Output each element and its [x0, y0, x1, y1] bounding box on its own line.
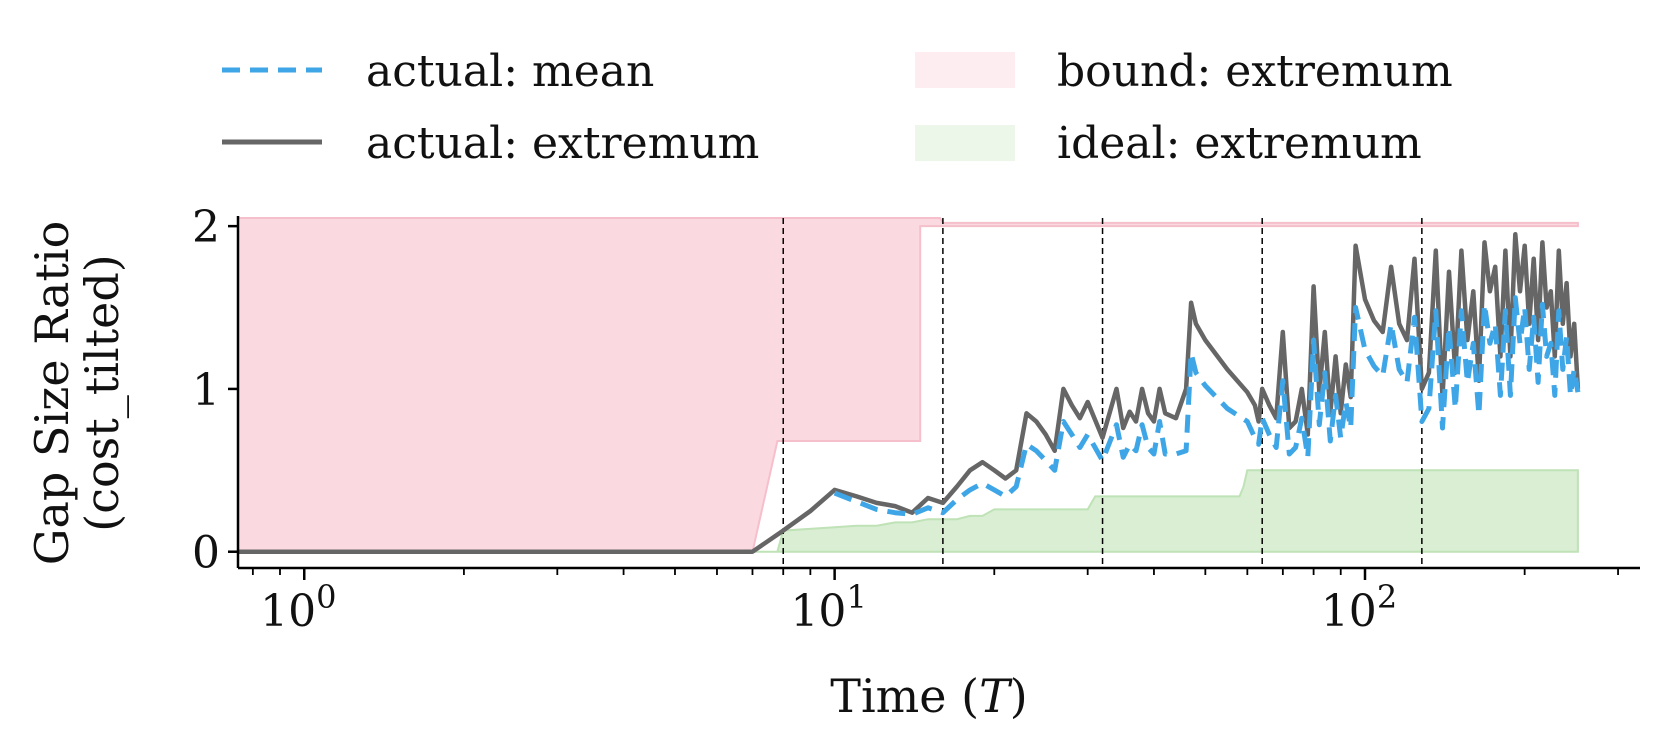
- y-axis-label-line1: Gap Size Ratio: [25, 221, 79, 566]
- y-axis-label-line2: (cost_tilted): [75, 254, 129, 532]
- y-axis-label: Gap Size Ratio (cost_tilted): [25, 221, 129, 566]
- ideal-extremum-band: [238, 469, 1579, 553]
- legend-ideal-label: ideal: extremum: [1057, 118, 1422, 169]
- y-tick-label-2: 2: [192, 202, 220, 253]
- legend-bound-swatch: [915, 52, 1015, 88]
- legend: actual: mean bound: extremum actual: ext…: [222, 46, 1453, 169]
- x-axis-label-var: T: [979, 669, 1013, 723]
- x-axis-label: Time (T): [830, 669, 1027, 723]
- legend-bound-label: bound: extremum: [1057, 46, 1453, 97]
- axes: 0 1 2 100 101 102: [192, 202, 1640, 637]
- legend-ideal-swatch: [915, 125, 1015, 161]
- x-tick-label-2: 102: [1321, 578, 1397, 637]
- actual-mean-line: [833, 295, 1581, 517]
- x-axis-label-close: ): [1010, 669, 1028, 723]
- x-tick-label-1: 101: [790, 578, 866, 637]
- y-tick-label-0: 0: [192, 528, 220, 579]
- series-layer: [238, 232, 1581, 554]
- actual-extremum-line: [238, 232, 1581, 554]
- legend-mean-label: actual: mean: [366, 46, 654, 97]
- x-tick-label-0: 100: [260, 578, 336, 637]
- bound-extremum-band: [238, 217, 1579, 553]
- fill-layer: [238, 217, 1579, 553]
- legend-extremum-label: actual: extremum: [366, 118, 759, 169]
- y-tick-label-1: 1: [192, 365, 220, 416]
- x-axis-label-main: Time (: [830, 669, 979, 723]
